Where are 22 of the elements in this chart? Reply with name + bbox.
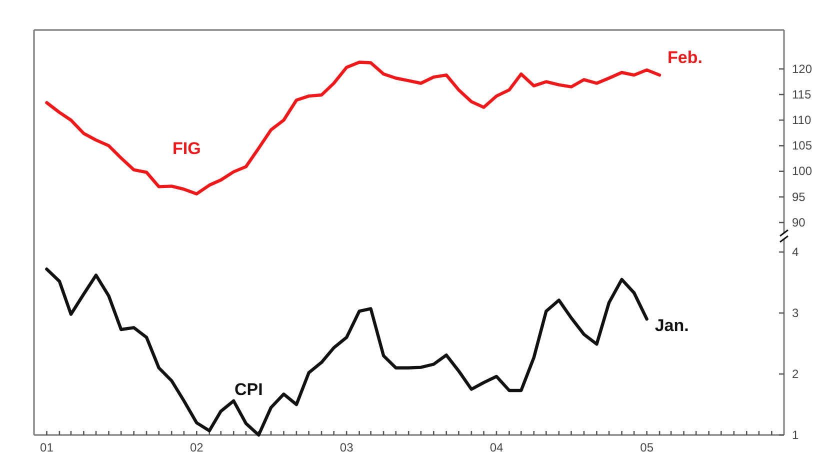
y-tick-label: 100 [792, 164, 812, 178]
x-tick-label: 03 [340, 440, 354, 455]
x-tick-label: 04 [490, 440, 504, 455]
annotation: Jan. [654, 316, 689, 336]
y2-tick-label: 2 [792, 366, 799, 381]
y-tick-label: 110 [792, 112, 812, 127]
y-tick-label: 120 [792, 62, 812, 76]
y-tick-label: 95 [792, 190, 806, 204]
x-tick-label: 02 [190, 440, 204, 455]
x-tick-label: 01 [40, 440, 54, 455]
y2-tick-label: 1 [792, 428, 799, 442]
series-label: FIG [172, 138, 201, 158]
line-series [45, 267, 648, 437]
x-tick-label: 05 [640, 440, 654, 455]
y2-tick-label: 4 [792, 244, 799, 259]
line-series [45, 60, 662, 196]
series-label: CPI [234, 380, 263, 399]
y-tick-label: 105 [792, 138, 812, 153]
y2-tick-label: 3 [792, 306, 799, 320]
y-tick-label: 115 [792, 87, 812, 102]
y-tick-label: 90 [792, 215, 806, 230]
annotation: Feb. [668, 48, 702, 68]
